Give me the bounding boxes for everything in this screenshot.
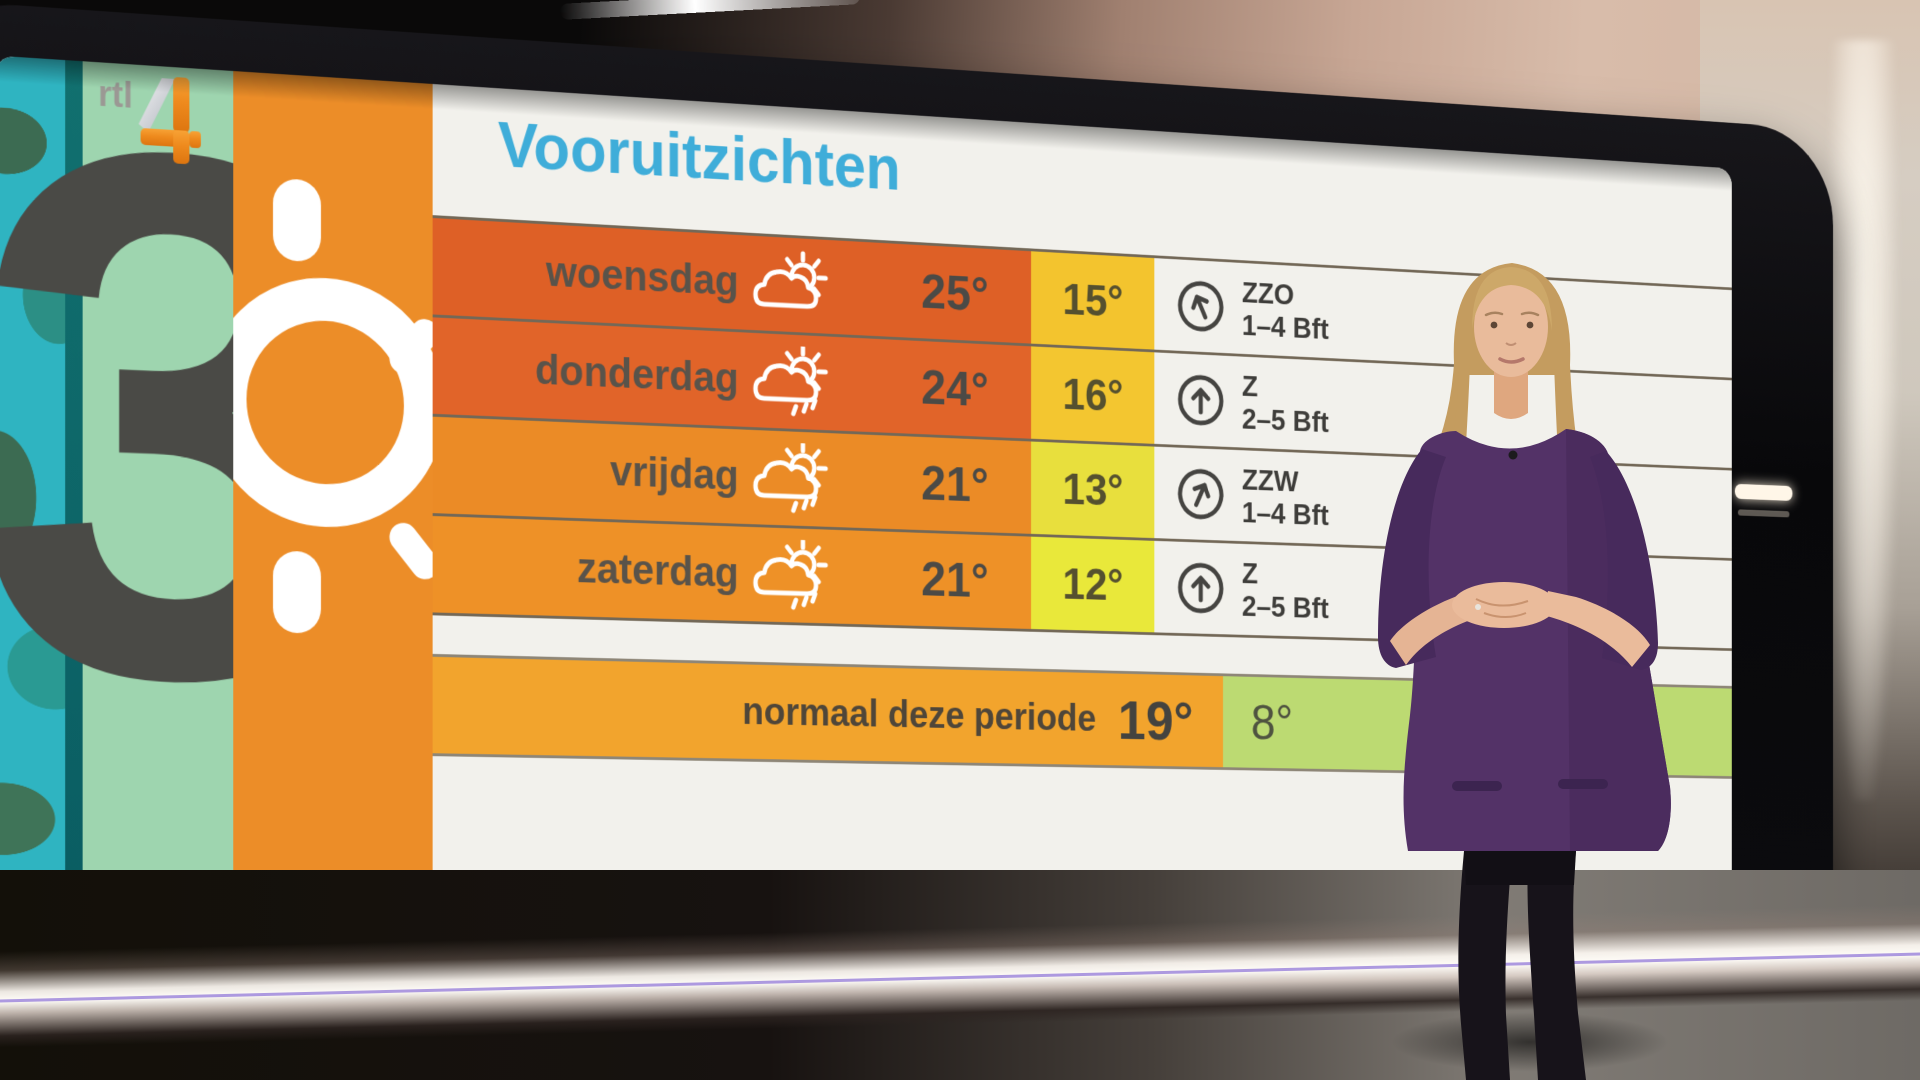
normal-high-cell: normaal deze periode 19° bbox=[432, 656, 1224, 768]
sun-panel bbox=[233, 71, 433, 907]
bezel-light-icon bbox=[1737, 509, 1790, 518]
wind-force: 2–5 Bft bbox=[1241, 589, 1329, 625]
rtl4-logo: rtl bbox=[98, 60, 213, 180]
high-temp: 21° bbox=[921, 456, 989, 513]
bezel-light-icon bbox=[1734, 483, 1793, 501]
sun-ray-icon bbox=[272, 550, 321, 634]
normal-low-temp: 8° bbox=[1250, 695, 1294, 751]
day-label: woensdag bbox=[546, 248, 739, 305]
forecast-row: woensdag 25° bbox=[432, 218, 1732, 381]
high-temp: 24° bbox=[921, 360, 989, 418]
low-temp: 12° bbox=[1062, 559, 1124, 610]
wind-direction: ZZW bbox=[1241, 462, 1299, 498]
wind-direction: Z bbox=[1241, 556, 1258, 590]
wind-direction: ZZO bbox=[1241, 275, 1295, 312]
sun-ray-icon bbox=[272, 177, 321, 263]
wind-direction: Z bbox=[1241, 369, 1258, 403]
wind-arrow-icon bbox=[1174, 558, 1227, 618]
rtl-text: rtl bbox=[98, 74, 133, 116]
normal-label: normaal deze periode bbox=[742, 690, 1097, 739]
forecast-table: woensdag 25° bbox=[432, 215, 1732, 651]
sun-cloud-rain-icon bbox=[739, 441, 842, 516]
wind-force: 1–4 Bft bbox=[1241, 308, 1329, 346]
wind-arrow-icon bbox=[1166, 455, 1236, 534]
sun-cloud-icon bbox=[739, 246, 842, 323]
low-temp: 15° bbox=[1062, 274, 1124, 327]
wind-arrow-icon bbox=[1166, 268, 1236, 344]
sun-ray-icon bbox=[383, 517, 433, 586]
low-temp: 13° bbox=[1062, 464, 1124, 516]
day-label: vrijdag bbox=[610, 447, 739, 500]
wall-light-strip bbox=[1828, 40, 1898, 800]
low-temp: 16° bbox=[1062, 369, 1124, 422]
sun-icon bbox=[233, 271, 433, 531]
presenter-shadow bbox=[1390, 1012, 1670, 1072]
weather-presenter bbox=[1360, 245, 1690, 1080]
studio-video-wall: 3 Vooruitzichten woensdag bbox=[0, 0, 1833, 1003]
day-label: zaterdag bbox=[577, 544, 739, 597]
wind-force: 1–4 Bft bbox=[1241, 495, 1329, 532]
wind-force: 2–5 Bft bbox=[1241, 402, 1329, 439]
high-temp: 25° bbox=[921, 264, 989, 323]
day-label: donderdag bbox=[534, 346, 739, 403]
high-temp: 21° bbox=[921, 552, 989, 609]
sun-cloud-rain-icon bbox=[739, 344, 842, 420]
normal-high-temp: 19° bbox=[1117, 688, 1194, 752]
forecast-panel: Vooruitzichten woensdag bbox=[432, 83, 1732, 916]
wind-arrow-icon bbox=[1174, 370, 1227, 431]
weather-graphic: 3 Vooruitzichten woensdag bbox=[0, 55, 1732, 916]
sun-cloud-rain-icon bbox=[739, 538, 842, 613]
